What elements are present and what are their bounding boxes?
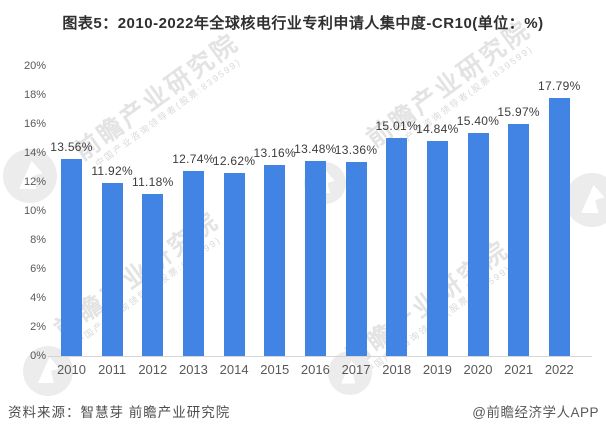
x-axis-tick-label: 2021 bbox=[504, 362, 534, 377]
bar-value-label: 15.97% bbox=[497, 105, 540, 120]
y-axis-tick-label: 2% bbox=[30, 321, 46, 333]
bar-2017 bbox=[345, 162, 367, 356]
x-axis-tick-label: 2018 bbox=[382, 362, 412, 377]
bar-2018 bbox=[386, 138, 408, 356]
y-axis-tick-label: 10% bbox=[23, 205, 46, 217]
bar-value-label: 11.18% bbox=[131, 174, 174, 189]
x-axis-tick-label: 2012 bbox=[138, 362, 168, 377]
bar-2012 bbox=[142, 193, 164, 356]
bar-value-label: 12.74% bbox=[172, 152, 215, 167]
bar-value-label: 15.01% bbox=[375, 119, 418, 134]
bar-2021 bbox=[508, 124, 530, 356]
chart-title: 图表5：2010-2022年全球核电行业专利申请人集中度-CR10(单位：%) bbox=[62, 15, 544, 32]
y-axis-tick-label: 12% bbox=[23, 176, 46, 188]
bar-2019 bbox=[426, 140, 448, 356]
bar-2022 bbox=[548, 98, 570, 356]
bar-2013 bbox=[182, 171, 204, 356]
bar-value-label: 11.92% bbox=[91, 164, 133, 179]
x-axis-tick-label: 2015 bbox=[260, 362, 290, 377]
x-axis-tick-label: 2017 bbox=[341, 362, 371, 377]
bar-2016 bbox=[304, 160, 326, 356]
bar-2015 bbox=[264, 165, 286, 356]
x-axis-line bbox=[48, 356, 592, 357]
bar-value-label: 13.16% bbox=[253, 146, 296, 161]
x-axis-tick-label: 2011 bbox=[98, 362, 127, 377]
bar-value-label: 13.48% bbox=[294, 141, 337, 156]
bar-value-label: 13.36% bbox=[334, 143, 378, 158]
bar-value-label: 14.84% bbox=[416, 121, 459, 136]
y-axis-tick-label: 4% bbox=[30, 292, 46, 304]
bar-value-label: 12.62% bbox=[212, 154, 256, 168]
x-axis-tick-label: 2014 bbox=[219, 362, 249, 377]
x-axis-tick-label: 2019 bbox=[422, 362, 452, 377]
bar-2020 bbox=[467, 132, 489, 356]
source-note: 资料来源：智慧芽 前瞻产业研究院 bbox=[8, 405, 231, 420]
y-axis-tick-label: 0% bbox=[30, 350, 46, 362]
y-axis-tick-label: 20% bbox=[23, 60, 46, 72]
y-axis-tick-label: 16% bbox=[23, 118, 46, 130]
y-axis-tick-label: 6% bbox=[30, 263, 46, 275]
y-axis-tick-label: 8% bbox=[30, 234, 46, 246]
bar-2014 bbox=[223, 173, 245, 356]
y-axis-tick-label: 18% bbox=[23, 89, 46, 101]
bar-value-label: 13.56% bbox=[50, 140, 93, 155]
credit-note: @前瞻经济学人APP bbox=[472, 405, 599, 420]
bar-2010 bbox=[61, 159, 82, 356]
bar-value-label: 17.79% bbox=[538, 79, 581, 94]
x-axis-tick-label: 2010 bbox=[57, 362, 86, 377]
x-axis-tick-label: 2013 bbox=[178, 362, 208, 377]
x-axis-tick-label: 2016 bbox=[300, 362, 330, 377]
bar-value-label: 15.40% bbox=[456, 113, 500, 128]
x-axis-tick-label: 2020 bbox=[463, 362, 493, 377]
bar-2011 bbox=[101, 183, 123, 356]
x-axis-tick-label: 2022 bbox=[544, 362, 574, 377]
